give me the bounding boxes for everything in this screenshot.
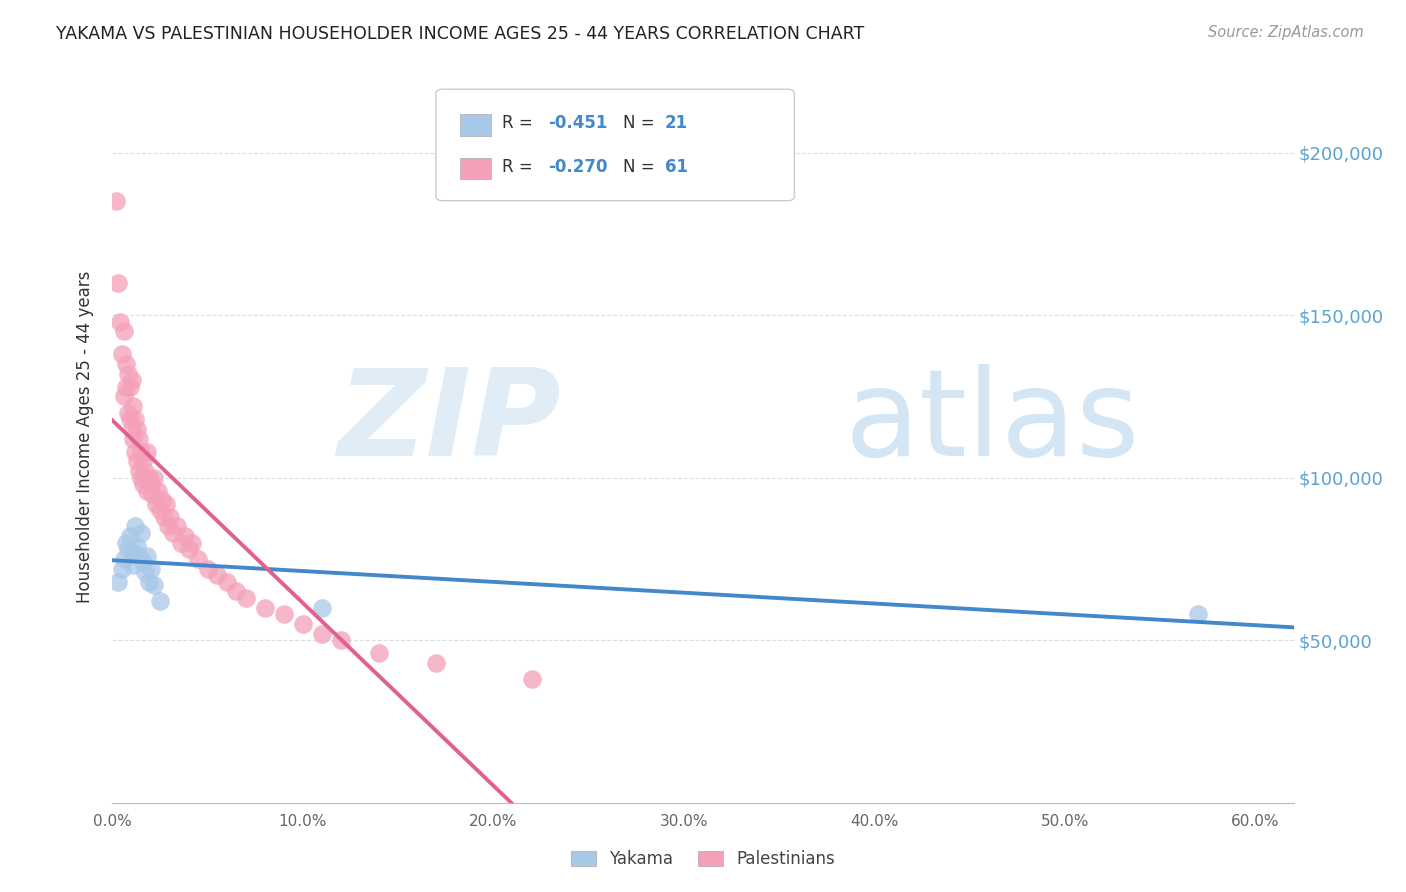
Point <box>107 276 129 290</box>
Point <box>118 380 141 394</box>
Point <box>117 542 139 557</box>
Point <box>181 535 204 549</box>
Text: YAKAMA VS PALESTINIAN HOUSEHOLDER INCOME AGES 25 - 44 YEARS CORRELATION CHART: YAKAMA VS PALESTINIAN HOUSEHOLDER INCOME… <box>56 25 865 43</box>
Point <box>139 477 162 491</box>
Point <box>155 497 177 511</box>
Point <box>135 483 157 498</box>
Point <box>105 194 128 209</box>
Point <box>197 562 219 576</box>
Point <box>132 477 155 491</box>
Point <box>166 519 188 533</box>
Point <box>177 542 200 557</box>
Point <box>111 347 134 361</box>
Point <box>117 406 139 420</box>
Point <box>118 529 141 543</box>
Point <box>112 389 135 403</box>
Point <box>122 558 145 573</box>
Point <box>128 549 150 563</box>
Point <box>187 552 209 566</box>
Point <box>129 471 152 485</box>
Point <box>149 503 172 517</box>
Point <box>311 600 333 615</box>
Point <box>127 422 149 436</box>
Point <box>1187 607 1209 622</box>
Point <box>253 600 276 615</box>
Point <box>132 454 155 468</box>
Point <box>520 673 543 687</box>
Point <box>112 325 135 339</box>
Point <box>148 483 170 498</box>
Point <box>129 526 152 541</box>
Point <box>121 422 143 436</box>
Point <box>111 562 134 576</box>
Point <box>108 315 131 329</box>
Point <box>145 497 167 511</box>
Point <box>273 607 295 622</box>
Legend: Yakama, Palestinians: Yakama, Palestinians <box>564 844 842 875</box>
Point <box>135 549 157 563</box>
Point <box>128 464 150 478</box>
Point <box>127 539 149 553</box>
Point <box>124 444 146 458</box>
Point <box>207 568 229 582</box>
Point <box>141 487 163 501</box>
Point <box>118 412 141 426</box>
Point <box>114 357 136 371</box>
Text: -0.451: -0.451 <box>548 114 607 132</box>
Point <box>215 574 238 589</box>
Point <box>156 519 179 533</box>
Point <box>121 373 143 387</box>
Text: 61: 61 <box>665 158 688 176</box>
Point <box>135 444 157 458</box>
Point <box>107 574 129 589</box>
Point <box>139 562 162 576</box>
Point <box>122 432 145 446</box>
Point <box>127 454 149 468</box>
Point <box>225 584 247 599</box>
Point <box>143 471 166 485</box>
Y-axis label: Householder Income Ages 25 - 44 years: Householder Income Ages 25 - 44 years <box>76 271 94 603</box>
Point <box>128 432 150 446</box>
Text: atlas: atlas <box>845 364 1140 481</box>
Point <box>122 399 145 413</box>
Point <box>150 493 173 508</box>
Text: R =: R = <box>502 158 538 176</box>
Text: -0.270: -0.270 <box>548 158 607 176</box>
Point <box>162 526 184 541</box>
Point <box>311 626 333 640</box>
Text: R =: R = <box>502 114 538 132</box>
Text: N =: N = <box>623 158 659 176</box>
Point <box>134 464 156 478</box>
Point <box>425 656 447 670</box>
Point <box>170 535 193 549</box>
Point <box>138 471 160 485</box>
Point <box>235 591 257 605</box>
Point <box>114 535 136 549</box>
Point <box>117 367 139 381</box>
Text: N =: N = <box>623 114 659 132</box>
Point <box>132 555 155 569</box>
Point <box>112 552 135 566</box>
Point <box>159 509 181 524</box>
Point <box>129 444 152 458</box>
Point <box>368 646 391 660</box>
Point <box>124 412 146 426</box>
Point <box>143 578 166 592</box>
Point <box>124 519 146 533</box>
Point <box>291 617 314 632</box>
Point <box>138 574 160 589</box>
Point <box>134 565 156 579</box>
Point <box>330 633 353 648</box>
Point <box>114 380 136 394</box>
Text: Source: ZipAtlas.com: Source: ZipAtlas.com <box>1208 25 1364 40</box>
Text: 21: 21 <box>665 114 688 132</box>
Point <box>149 594 172 608</box>
Point <box>153 509 176 524</box>
Point <box>173 529 195 543</box>
Text: ZIP: ZIP <box>337 364 561 481</box>
Point <box>121 545 143 559</box>
